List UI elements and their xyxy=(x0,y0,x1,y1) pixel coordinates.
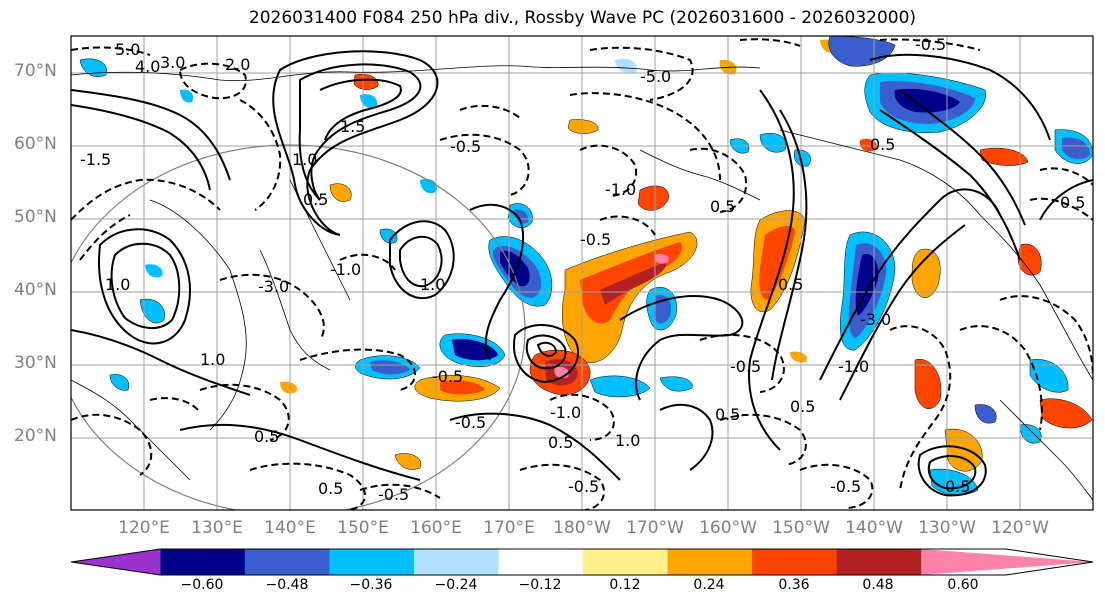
reference-circle xyxy=(71,144,526,510)
contour-label: -1.0 xyxy=(605,180,636,199)
shaded-divergence xyxy=(79,36,1093,496)
map-title: 2026031400 F084 250 hPa div., Rossby Wav… xyxy=(248,8,917,28)
colorbar-segment xyxy=(244,549,330,575)
lon-label: 120°E xyxy=(118,518,170,538)
contour-label: -1.0 xyxy=(550,403,581,422)
contour-labels: 5.0 4.0 3.0 2.0 1.5 1.0 0.5 -0.5 -1.0 -1… xyxy=(80,35,1085,504)
contour-label: -0.5 xyxy=(455,413,486,432)
lon-label: 130°W xyxy=(918,518,976,538)
contour-label: -1.5 xyxy=(80,150,111,169)
lon-label: 150°E xyxy=(337,518,389,538)
lon-label: 160°W xyxy=(699,518,757,538)
contour-label: 1.0 xyxy=(292,150,317,169)
contour-label: 0.5 xyxy=(303,190,328,209)
colorbar-tick-label: 0.12 xyxy=(609,577,641,593)
colorbar-tick-label: 0.60 xyxy=(947,577,979,593)
lon-label: 140°W xyxy=(845,518,903,538)
lat-label: 50°N xyxy=(14,207,57,227)
colorbar-tick-label: 0.48 xyxy=(862,577,894,593)
contour-label: 0.5 xyxy=(548,433,573,452)
colorbar-segment xyxy=(160,549,246,575)
colorbar-segment xyxy=(498,549,584,575)
contour-label: -0.5 xyxy=(830,477,861,496)
colorbar-segment xyxy=(413,549,499,575)
colorbar-segment xyxy=(583,549,669,575)
lon-label: 150°W xyxy=(772,518,830,538)
contour-label: -0.5 xyxy=(730,357,761,376)
lat-label: 20°N xyxy=(14,426,57,446)
colorbar-tick-label: 0.24 xyxy=(693,577,725,593)
colorbar-tick-label: 0.36 xyxy=(778,577,810,593)
colorbar-tick-label: −0.60 xyxy=(180,577,224,593)
contour-label: 3.0 xyxy=(160,53,185,72)
colorbar-extend-high xyxy=(921,549,1093,575)
lon-label: 120°W xyxy=(991,518,1049,538)
dashed-contours xyxy=(71,38,1093,510)
colorbar-extend-low xyxy=(71,549,161,575)
contour-label: 0.5 xyxy=(254,427,279,446)
solid-contours xyxy=(71,50,1093,497)
map-field: 5.0 4.0 3.0 2.0 1.5 1.0 0.5 -0.5 -1.0 -1… xyxy=(71,35,1093,510)
contour-label: 2.0 xyxy=(225,55,250,74)
contour-label: -0.5 xyxy=(568,477,599,496)
lon-label: 130°E xyxy=(191,518,243,538)
contour-label: -0.5 xyxy=(580,230,611,249)
contour-label: 0.5 xyxy=(1060,193,1085,212)
colorbar-tick-label: −0.48 xyxy=(265,577,309,593)
lat-label: 60°N xyxy=(14,134,57,154)
colorbar-outline xyxy=(70,548,1094,576)
lat-label: 70°N xyxy=(14,61,57,81)
contour-label: -1.0 xyxy=(330,260,361,279)
contour-label: -1.0 xyxy=(838,357,869,376)
contour-label: 0.5 xyxy=(870,135,895,154)
lat-label: 30°N xyxy=(14,353,57,373)
lat-label: 40°N xyxy=(14,280,57,300)
map-frame xyxy=(70,35,1094,511)
contour-label: -5.0 xyxy=(640,67,671,86)
contour-label: 1.0 xyxy=(615,431,640,450)
contour-label: 1.0 xyxy=(200,350,225,369)
lon-label: 170°W xyxy=(626,518,684,538)
contour-label: -0.5 xyxy=(450,137,481,156)
contour-label: 0.5 xyxy=(318,479,343,498)
colorbar-tick-label: −0.24 xyxy=(434,577,478,593)
lon-label: 180°W xyxy=(553,518,611,538)
colorbar-segment xyxy=(752,549,838,575)
contour-label: 0.5 xyxy=(710,197,735,216)
lon-label: 140°E xyxy=(264,518,316,538)
colorbar-tick-label: −0.36 xyxy=(349,577,393,593)
colorbar-segment xyxy=(667,549,753,575)
contour-label: -0.5 xyxy=(432,367,463,386)
lon-label: 160°E xyxy=(410,518,462,538)
colorbar xyxy=(70,548,1094,576)
contour-label: 0.5 xyxy=(715,405,740,424)
contour-label: 0.5 xyxy=(778,275,803,294)
colorbar-segment xyxy=(329,549,415,575)
contour-label: -0.5 xyxy=(378,485,409,504)
contour-label: 5.0 xyxy=(115,40,140,59)
contour-label: 1.0 xyxy=(105,275,130,294)
contour-label: 0.5 xyxy=(945,477,970,496)
contour-label: 1.0 xyxy=(420,275,445,294)
contour-label: -0.5 xyxy=(915,35,946,54)
contour-label: -3.0 xyxy=(860,310,891,329)
colorbar-segment xyxy=(836,549,922,575)
contour-label: 0.5 xyxy=(790,397,815,416)
colorbar-tick-label: −0.12 xyxy=(518,577,562,593)
contour-label: 1.5 xyxy=(340,117,365,136)
lon-label: 170°E xyxy=(483,518,535,538)
contour-label: 4.0 xyxy=(135,57,160,76)
contour-label: -3.0 xyxy=(258,277,289,296)
